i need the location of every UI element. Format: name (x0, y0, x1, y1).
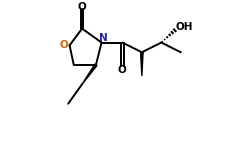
Text: O: O (117, 65, 126, 75)
Text: N: N (99, 33, 108, 43)
Text: O: O (60, 40, 68, 50)
Polygon shape (82, 64, 97, 84)
Polygon shape (141, 52, 143, 76)
Text: OH: OH (175, 22, 193, 32)
Text: O: O (77, 2, 86, 12)
